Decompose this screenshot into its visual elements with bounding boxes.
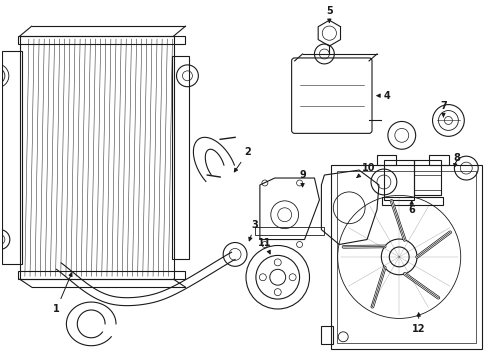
Text: 5: 5 <box>326 6 333 22</box>
Bar <box>414 160 441 195</box>
Bar <box>321 326 333 344</box>
Text: 10: 10 <box>357 163 376 177</box>
Bar <box>331 165 482 349</box>
Text: 3: 3 <box>249 220 258 241</box>
Bar <box>429 155 449 165</box>
Bar <box>384 160 414 200</box>
Text: 4: 4 <box>377 91 390 101</box>
Text: 8: 8 <box>453 153 460 167</box>
Text: 1: 1 <box>53 273 72 314</box>
Bar <box>20 36 173 279</box>
Bar <box>2 51 22 264</box>
Text: 11: 11 <box>258 238 271 254</box>
Bar <box>255 227 324 235</box>
Text: 2: 2 <box>234 147 251 172</box>
Bar <box>377 155 396 165</box>
Text: 12: 12 <box>412 313 425 334</box>
Text: 7: 7 <box>440 100 447 117</box>
Text: 6: 6 <box>408 201 415 215</box>
Bar <box>18 271 185 279</box>
Bar <box>172 56 190 260</box>
Bar <box>18 36 185 44</box>
Bar <box>337 171 476 343</box>
Bar <box>382 197 443 205</box>
Text: 9: 9 <box>299 170 306 187</box>
